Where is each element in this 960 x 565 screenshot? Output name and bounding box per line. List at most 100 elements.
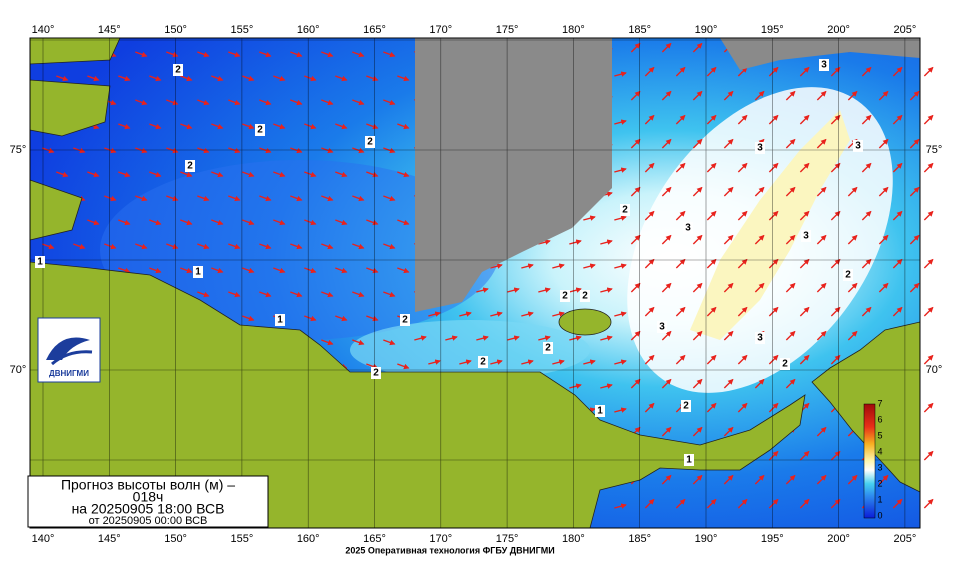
- contour-label-box: [620, 204, 630, 216]
- wave-arrow: [180, 123, 193, 130]
- land: [29, 37, 921, 529]
- wave-arrow: [583, 263, 596, 269]
- contour-label-box: [193, 266, 203, 278]
- wave-arrow: [923, 258, 934, 269]
- logo-text: ДВНИГМИ: [49, 369, 89, 378]
- wave-arrow: [507, 335, 520, 341]
- wave-arrow: [768, 498, 779, 509]
- wave-arrow: [335, 267, 348, 274]
- wave-arrow: [366, 267, 379, 274]
- wave-arrow: [304, 171, 317, 178]
- wave-arrow: [538, 239, 551, 245]
- wave-arrow: [630, 282, 641, 293]
- wave-arrow: [661, 42, 672, 53]
- wave-arrow: [118, 219, 131, 226]
- wave-arrow: [861, 114, 872, 125]
- contour-label: 2: [683, 401, 689, 412]
- wave-arrow: [723, 234, 734, 245]
- wave-arrow: [816, 426, 827, 437]
- wave-arrow: [397, 75, 410, 82]
- wave-arrow: [799, 162, 810, 173]
- wave-arrow: [614, 407, 627, 413]
- wave-arrow: [569, 335, 582, 341]
- wave-arrow: [228, 291, 241, 298]
- wave-arrow: [149, 219, 162, 226]
- wave-arrow: [352, 243, 365, 250]
- wave-arrow: [785, 138, 796, 149]
- wave-arrow: [242, 267, 255, 274]
- contour-label: 2: [480, 357, 486, 368]
- wave-arrow: [799, 210, 810, 221]
- wave-arrow: [135, 243, 148, 250]
- wave-arrow: [692, 282, 703, 293]
- lon-label: 200°: [827, 533, 850, 545]
- wave-arrow: [892, 66, 903, 77]
- caption-title: Прогноз высоты волн (м) –: [61, 477, 235, 493]
- wave-arrow: [87, 171, 100, 178]
- wave-arrow: [706, 498, 717, 509]
- island: [29, 37, 121, 65]
- wave-arrow: [923, 114, 934, 125]
- caption-title: 018ч: [133, 489, 164, 505]
- wave-arrow: [923, 306, 934, 317]
- wave-arrow: [414, 335, 427, 341]
- contour-label: 3: [685, 223, 691, 234]
- wave-arrow: [909, 282, 920, 293]
- wave-arrow: [768, 354, 779, 365]
- contour-label: 3: [855, 141, 861, 152]
- lat-label: 75°: [926, 144, 943, 156]
- wave-arrow: [614, 311, 627, 317]
- wave-arrow: [600, 383, 613, 389]
- wave-arrow: [383, 99, 396, 106]
- caption-issued: на 20250905 18:00 ВСВ: [72, 501, 225, 517]
- contour-label-box: [684, 454, 694, 466]
- contour-label-box: [681, 400, 691, 412]
- wave-arrow: [861, 306, 872, 317]
- graticule: [30, 38, 920, 528]
- wave-arrow: [397, 123, 410, 130]
- wave-arrow: [661, 186, 672, 197]
- wave-arrow: [383, 195, 396, 202]
- wave-arrow: [706, 354, 717, 365]
- wave-arrow: [521, 311, 534, 317]
- wave-arrow: [321, 51, 334, 58]
- wave-arrow: [878, 282, 889, 293]
- contour-label: 3: [821, 60, 827, 71]
- wave-arrow: [352, 291, 365, 298]
- wave-arrow: [785, 378, 796, 389]
- wave-arrow: [521, 263, 534, 269]
- wave-arrow: [304, 219, 317, 226]
- wave-arrow: [259, 195, 272, 202]
- wave-arrow: [321, 195, 334, 202]
- wave-arrow: [737, 306, 748, 317]
- wave-arrow: [706, 258, 717, 269]
- contour-label-box: [478, 356, 488, 368]
- wave-arrow: [366, 171, 379, 178]
- wave-arrow: [366, 123, 379, 130]
- wave-arrow: [692, 426, 703, 437]
- contour-label-box: [755, 142, 765, 154]
- wave-arrow: [180, 75, 193, 82]
- wave-arrow: [614, 263, 627, 269]
- lon-label: 195°: [761, 533, 784, 545]
- wave-arrow: [923, 498, 934, 509]
- wave-arrow: [909, 234, 920, 245]
- wave-arrow: [104, 243, 117, 250]
- colorbar-tick: 7: [877, 398, 882, 408]
- wave-arrow: [909, 90, 920, 101]
- wave-arrow: [614, 503, 627, 509]
- wave-arrow: [569, 287, 582, 293]
- wave-arrow: [397, 219, 410, 226]
- wave-arrow: [397, 363, 410, 370]
- wave-arrow: [768, 402, 779, 413]
- wave-arrow: [321, 291, 334, 298]
- lon-label: 175°: [496, 24, 519, 36]
- wave-arrow: [352, 99, 365, 106]
- wave-arrow: [799, 114, 810, 125]
- wave-arrow: [861, 210, 872, 221]
- contour-labels: 2 2 2 2 1 1 1 2 2 2 2 2 2 3 3 3 2 3 3 2 3 3 2 2 1 1: [35, 59, 863, 466]
- wave-arrow: [692, 474, 703, 485]
- wave-arrow: [644, 258, 655, 269]
- wave-arrow: [768, 210, 779, 221]
- wave-arrow: [723, 90, 734, 101]
